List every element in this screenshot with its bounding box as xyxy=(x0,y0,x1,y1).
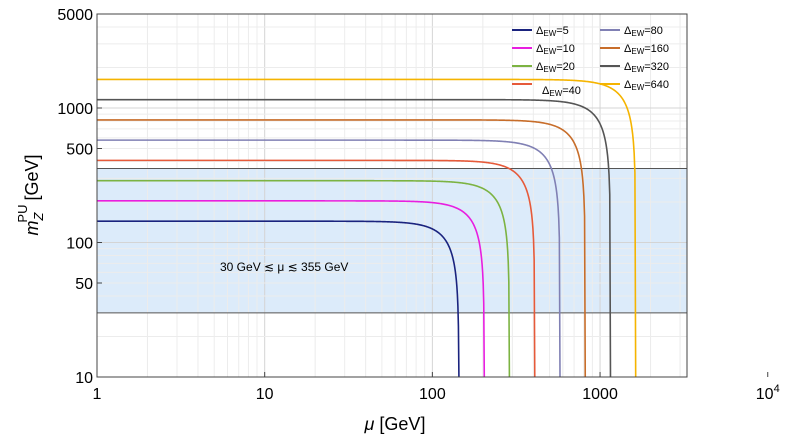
x-tick-label: 10 xyxy=(256,386,274,403)
y-tick-label: 500 xyxy=(66,141,93,158)
series-lines xyxy=(97,78,637,378)
band-annotation: 30 GeV ≲ μ ≲ 355 GeV xyxy=(220,260,348,274)
legend: ΔEW=5 ΔEW=10 ΔEW=20 ΔEW=40 ΔEW=80 ΔEW=160 ΔEW=… xyxy=(512,25,669,98)
y-ticks: 10 50 100 500 1000 5000 xyxy=(57,7,102,387)
legend-label: ΔEW=40 xyxy=(542,85,581,98)
legend-label: ΔEW=20 xyxy=(536,61,575,74)
y-tick-label: 100 xyxy=(66,236,93,253)
series-line xyxy=(97,159,536,378)
grid xyxy=(96,13,687,378)
series-line xyxy=(97,179,511,378)
y-tick-label: 10 xyxy=(75,370,93,387)
y-axis-subscript: Z xyxy=(31,212,46,222)
series-line xyxy=(97,119,587,378)
legend-label: ΔEW=10 xyxy=(536,43,575,56)
legend-label: ΔEW=640 xyxy=(624,79,669,92)
x-tick-label: 100 xyxy=(419,386,446,403)
x-axis-variable: μ xyxy=(364,414,375,434)
y-tick-label: 50 xyxy=(75,276,93,293)
legend-label: ΔEW=160 xyxy=(624,43,669,56)
x-tick-label: 1 xyxy=(93,386,102,403)
series-line xyxy=(97,200,486,378)
legend-label: ΔEW=320 xyxy=(624,61,669,74)
y-axis-superscript: PU xyxy=(15,205,30,223)
legend-label: ΔEW=80 xyxy=(624,25,663,38)
band-region xyxy=(97,168,687,313)
series-line xyxy=(97,98,612,378)
series-line xyxy=(97,139,561,378)
x-axis-unit: [GeV] xyxy=(374,414,425,434)
y-tick-label: 1000 xyxy=(57,101,93,118)
y-axis-unit: [GeV] xyxy=(22,154,42,200)
legend-label: ΔEW=5 xyxy=(536,25,569,38)
plot-frame xyxy=(96,13,688,378)
x-axis-title: μ [GeV] xyxy=(364,414,426,434)
y-axis-title: mZPU [GeV] xyxy=(15,154,46,235)
x-tick-label: 104 xyxy=(756,383,780,403)
x-tick-label: 1000 xyxy=(582,386,618,403)
series-line xyxy=(97,220,460,378)
series-line xyxy=(97,78,637,378)
y-tick-label: 5000 xyxy=(57,7,93,24)
x-ticks: 1 10 100 1000 104 xyxy=(93,372,780,403)
y-axis-variable: m xyxy=(22,221,42,236)
